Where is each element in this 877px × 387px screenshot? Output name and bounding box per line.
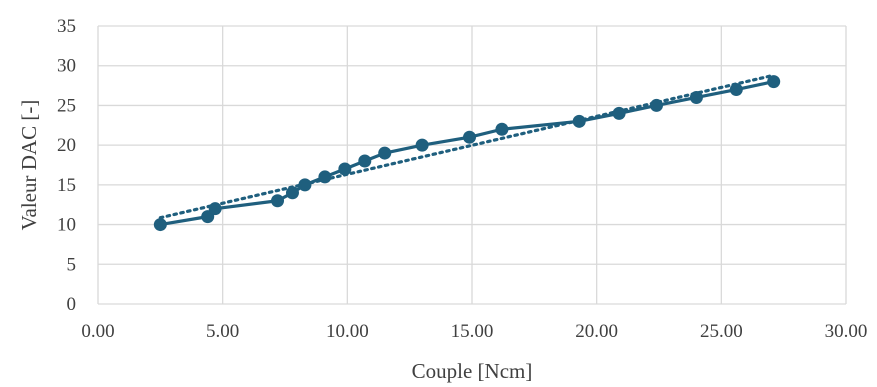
y-tick-label: 35 bbox=[57, 16, 76, 37]
x-tick-label: 15.00 bbox=[451, 321, 494, 342]
y-tick-label: 30 bbox=[57, 56, 76, 77]
data-point bbox=[495, 122, 509, 136]
x-tick-label: 5.00 bbox=[206, 321, 239, 342]
x-tick-label: 20.00 bbox=[575, 321, 618, 342]
data-point bbox=[729, 83, 743, 97]
series-line bbox=[160, 80, 775, 227]
x-tick-label: 25.00 bbox=[700, 321, 743, 342]
data-point bbox=[378, 146, 392, 160]
data-point bbox=[650, 98, 664, 112]
data-point bbox=[358, 154, 372, 168]
y-tick-label: 20 bbox=[57, 135, 76, 156]
y-tick-label: 15 bbox=[57, 175, 76, 196]
axes bbox=[97, 26, 846, 305]
data-point bbox=[318, 170, 332, 184]
x-tick-label: 30.00 bbox=[825, 321, 868, 342]
x-axis-title: Couple [Ncm] bbox=[412, 359, 533, 383]
data-point bbox=[767, 75, 781, 89]
data-point bbox=[298, 178, 312, 192]
y-axis-title: Valeur DAC [-] bbox=[17, 100, 41, 231]
data-point bbox=[208, 202, 222, 216]
trendline bbox=[158, 73, 776, 220]
data-point bbox=[415, 138, 429, 152]
data-point bbox=[689, 90, 703, 104]
y-tick-label: 10 bbox=[57, 215, 76, 236]
series-group bbox=[153, 75, 781, 232]
data-point bbox=[338, 162, 352, 176]
trendline-group bbox=[158, 73, 776, 220]
data-point bbox=[285, 186, 299, 200]
x-tick-label: 0.00 bbox=[81, 321, 114, 342]
y-tick-label: 5 bbox=[67, 254, 77, 275]
data-point bbox=[572, 114, 586, 128]
y-tick-label: 0 bbox=[67, 294, 77, 315]
data-point bbox=[153, 218, 167, 232]
gridlines bbox=[98, 25, 847, 304]
data-point bbox=[271, 194, 285, 208]
data-point bbox=[612, 106, 626, 120]
tick-labels: 0 5 10 15 20 25 30 35 0.00 5.00 10.00 15.00 20.00 25.… bbox=[57, 16, 867, 342]
y-tick-label: 25 bbox=[57, 95, 76, 116]
data-point bbox=[463, 130, 477, 144]
x-tick-label: 10.00 bbox=[326, 321, 369, 342]
